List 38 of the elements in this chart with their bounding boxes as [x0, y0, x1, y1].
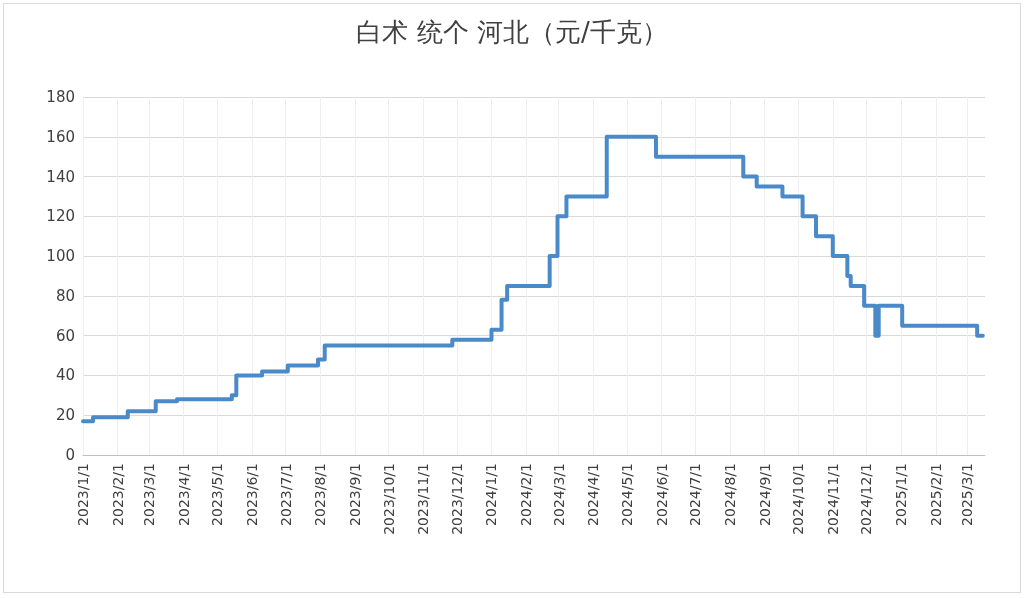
x-tick-label: 2024/9/1 — [756, 463, 773, 526]
x-tick-label: 2024/11/1 — [824, 463, 841, 535]
chart-title: 白术 统个 河北（元/千克） — [356, 17, 668, 47]
y-tick-label: 160 — [46, 127, 75, 146]
x-tick-label: 2023/5/1 — [209, 463, 226, 526]
x-tick-label: 2024/4/1 — [585, 463, 602, 526]
x-tick-label: 2024/7/1 — [687, 463, 704, 526]
y-tick-label: 60 — [55, 326, 75, 345]
y-tick-label: 80 — [55, 286, 75, 305]
x-tick-label: 2023/10/1 — [380, 463, 397, 535]
x-tick-label: 2023/2/1 — [109, 463, 126, 526]
x-tick-label: 2023/6/1 — [243, 463, 260, 526]
y-tick-label: 120 — [46, 207, 75, 226]
x-tick-label: 2023/8/1 — [312, 463, 329, 526]
x-tick-label: 2023/12/1 — [448, 463, 465, 535]
x-tick-label: 2023/11/1 — [415, 463, 432, 535]
x-tick-label: 2025/2/1 — [927, 463, 944, 526]
x-tick-label: 2023/3/1 — [141, 463, 158, 526]
y-tick-label: 180 — [46, 88, 75, 106]
x-tick-label: 2024/3/1 — [550, 463, 567, 526]
y-tick-label: 40 — [55, 366, 75, 385]
x-tick-label: 2025/3/1 — [959, 463, 976, 526]
x-tick-label: 2024/5/1 — [618, 463, 635, 526]
y-tick-label: 140 — [46, 167, 75, 186]
x-tick-label: 2025/1/1 — [893, 463, 910, 526]
x-tick-label: 2024/10/1 — [790, 463, 807, 535]
x-tick-label: 2023/4/1 — [175, 463, 192, 526]
x-tick-label: 2024/12/1 — [858, 463, 875, 535]
x-tick-label: 2024/2/1 — [518, 463, 535, 526]
y-tick-label: 20 — [55, 406, 75, 425]
y-tick-label: 0 — [65, 446, 75, 464]
x-tick-label: 2024/8/1 — [721, 463, 738, 526]
x-tick-label: 2024/1/1 — [483, 463, 500, 526]
x-tick-label: 2024/6/1 — [653, 463, 670, 526]
y-tick-label: 100 — [46, 247, 75, 266]
x-tick-label: 2023/1/1 — [75, 463, 91, 526]
x-tick-label: 2023/7/1 — [277, 463, 294, 526]
x-tick-label: 2023/9/1 — [346, 463, 363, 526]
